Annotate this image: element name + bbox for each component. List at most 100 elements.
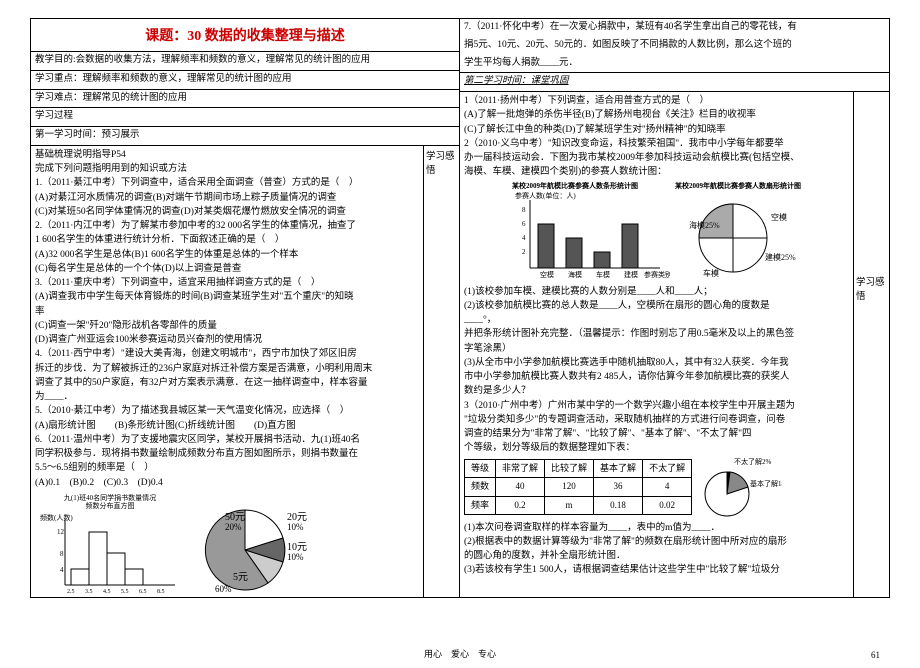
text-line: 为____． [35,390,419,404]
text-line: 1.（2011·綦江中考）下列调查中，适合采用全面调查（普查）方式的是（ ） [35,176,419,190]
svg-text:空模: 空模 [540,270,554,279]
text-line: 4.（2011·西宁中考）"建设大美青海，创建文明城市"，西宁市加快了郊区旧房 [35,347,419,361]
pie-chart-right: 某校2009年航模比赛参赛人数扇形统计图 空模 海模25% 车模 建模2 [673,180,803,285]
text-line: 基础梳理说明指导P54 [35,148,419,162]
left-charts: 九(1)班40名同学捐书数量情况 频数分布直方图 频数(人数) 12 8 4 2… [35,490,419,597]
study-process: 学习过程 [31,108,459,127]
right-charts: 某校2009年航模比赛参赛人数条形统计图 参赛人数(单位：人) 8 6 4 2 … [464,180,849,285]
text-line: 7.（2011·怀化中考）在一次爱心捐款中，某班有40名学生拿出自己的零花钱，有 [460,19,889,37]
left-body: 基础梳理说明指导P54 完成下列问题指明用到的知识或方法 1.（2011·綦江中… [31,146,459,597]
text-line: 捐5元、10元、20元、50元的．如图反映了不同捐款的人数比例，那么这个班的 [460,37,889,55]
table-and-pie: 等级非常了解比较了解基本了解不太了解 频数40120364 频率0.2m0.18… [464,456,849,521]
text-line: 1 600名学生的体重进行统计分析．下面叙述正确的是（ ） [35,233,419,247]
text-line: (C)了解长江中鱼的种类(D)了解某班学生对"扬州精神"的知晓率 [464,123,849,137]
text-line: 办一届科技运动会．下图为我市某校2009年参加科技运动会航模比赛(包括空模、 [464,151,849,165]
svg-text:某校2009年航模比赛参赛人数条形统计图: 某校2009年航模比赛参赛人数条形统计图 [511,181,638,190]
text-line: (A)32 000名学生是总体(B)1 600名学生的体重是总体的一个样本 [35,248,419,262]
svg-text:8.5: 8.5 [157,589,165,595]
right-column: 7.（2011·怀化中考）在一次爱心捐款中，某班有40名学生拿出自己的零花钱，有… [460,19,889,597]
text-line: 并把条形统计图补充完整．（温馨提示：作图时别忘了用0.5毫米及以上的黑色签 [464,327,849,341]
text-line: 3.（2011·重庆中考）下列调查中，适宜采用抽样调查方式的是（ ） [35,276,419,290]
svg-text:3.5: 3.5 [85,589,93,595]
text-line: 同学积极参与．现将捐书数量绘制成频数分布直方图如图所示，则捐书数量在 [35,447,419,461]
right-side-note: 学习感悟 [853,92,889,597]
text-line: 1（2011·扬州中考）下列调查，适合用普查方式的是（ ） [464,94,849,108]
text-line: (C)调查一架"歼20"隐形战机各零部件的质量 [35,319,419,333]
text-line: (1)本次问卷调查取样的样本容量为____，表中的m值为____． [464,521,849,535]
text-line: 市中小学参加航模比赛人数共有2 485人，请你估算今年参加航模比赛的获奖人 [464,370,849,384]
svg-text:基本了解18%: 基本了解18% [750,479,782,488]
lesson-title: 课题：30 数据的收集整理与描述 [31,19,459,52]
svg-text:2: 2 [522,248,526,256]
svg-text:60%: 60% [215,584,232,594]
svg-text:某校2009年航模比赛参赛人数扇形统计图: 某校2009年航模比赛参赛人数扇形统计图 [674,181,801,190]
text-line: 调查了其中的50户家庭，有32户对方案表示满意．在这一抽样调查中，样本容量 [35,376,419,390]
text-line: (A)扇形统计图 (B)条形统计图(C)折线统计图 (D)直方图 [35,419,419,433]
svg-text:参赛类别: 参赛类别 [644,270,670,279]
text-line: 2（2010·义乌中考）"知识改变命运，科技繁荣祖国"．我市中小学每年都要举 [464,137,849,151]
svg-text:4.5: 4.5 [103,589,111,595]
text-line: "垃圾分类知多少"的专题调查活动，采取随机抽样的方式进行问卷调查，问卷 [464,413,849,427]
page-footer: 用心 爱心 专心 61 [0,647,920,660]
study-focus: 学习重点：理解频率和频数的意义，理解常见的统计图的应用 [31,71,459,90]
text-line: 个等级，划分等级后的数据整理如下表： [464,441,849,455]
pie-chart-left: 50元 20% 20元 10% 10元 10% 5元 60% [185,490,325,597]
text-line: 数约是多少人？ [464,384,849,398]
text-line: 2.（2011·内江中考）为了解某市参加中考的32 000名学生的体重情况，抽查… [35,219,419,233]
text-line: (2)该校参加航模比赛的总人数是____人，空模所在扇形的圆心角的度数是 [464,299,849,313]
text-line: (C)对某班50名同学体重情况的调查(D)对某类烟花爆竹燃放安全情况的调查 [35,205,419,219]
svg-text:海模25%: 海模25% [689,220,720,230]
text-line: 的圆心角的度数，并补全扇形统计图． [464,549,849,563]
svg-text:空模: 空模 [771,212,787,222]
left-side-note: 学习感悟 [423,146,459,597]
svg-text:4: 4 [522,234,526,242]
data-table: 等级非常了解比较了解基本了解不太了解 频数40120364 频率0.2m0.18… [464,459,692,516]
hist-sub: 频数分布直方图 [86,501,135,510]
text-line: (A)0.1 (B)0.2 (C)0.3 (D)0.4 [35,476,419,490]
svg-text:车模: 车模 [703,268,719,278]
right-main-content: 1（2011·扬州中考）下列调查，适合用普查方式的是（ ） (A)了解一批炮弹的… [460,92,853,597]
svg-text:车模: 车模 [596,270,610,279]
svg-text:不太了解2%: 不太了解2% [734,457,771,466]
section-2: 第二学习时间：课堂巩固 [460,73,889,92]
svg-text:8: 8 [522,206,526,214]
text-line: 3（2010·广州中考）广州市某中学的一个数学兴趣小组在本校学生中开展主题为 [464,399,849,413]
page-number: 61 [871,650,880,660]
svg-text:10%: 10% [287,522,304,532]
text-line: 5.（2010·綦江中考）为了描述我县城区某一天气温变化情况，应选择（ ） [35,404,419,418]
text-line: 率 [35,305,419,319]
svg-text:4: 4 [60,566,64,574]
text-line: ____°， [464,313,849,327]
page-frame: 课题：30 数据的收集整理与描述 教学目的:会数据的收集方法，理解频率和频数的意… [30,18,890,598]
svg-text:10%: 10% [287,552,304,562]
text-line: (D)调查广州亚运会100米参赛运动员兴奋剂的使用情况 [35,333,419,347]
preview-section: 第一学习时间：预习展示 [31,127,459,146]
svg-text:海模: 海模 [568,270,582,279]
svg-text:8: 8 [60,550,64,558]
svg-text:参赛人数(单位：人): 参赛人数(单位：人) [515,191,576,200]
text-line: (C)每名学生是总体的一个个体(D)以上调查是普查 [35,262,419,276]
left-main-content: 基础梳理说明指导P54 完成下列问题指明用到的知识或方法 1.（2011·綦江中… [31,146,423,597]
svg-text:5.5: 5.5 [121,589,129,595]
svg-text:建模: 建模 [624,270,638,279]
side-label: 学习感悟 [856,274,887,302]
svg-text:6: 6 [522,220,526,228]
text-line: 完成下列问题指明用到的知识或方法 [35,162,419,176]
hist-title: 九(1)班40名同学捐书数量情况 [64,493,156,502]
svg-text:5元: 5元 [233,572,248,583]
side-label: 学习感悟 [426,148,457,176]
text-line: (3)从全市中小学参加航模比赛选手中随机抽取80人，其中有32人获奖．今年我 [464,356,849,370]
text-line: 学生平均每人捐款____元． [460,55,889,74]
text-line: 拆迁的步伐．为了解被拆迁的236户家庭对拆迁补偿方案是否满意，小明利用周末 [35,362,419,376]
text-line: (A)调查我市中学生每天体育锻炼的时间(B)调查某班学生对"五个重庆"的知晓 [35,290,419,304]
histogram-chart: 九(1)班40名同学捐书数量情况 频数分布直方图 频数(人数) 12 8 4 2… [35,490,185,597]
text-line: 海模、车模、建模四个类别)的参赛人数统计图： [464,165,849,179]
text-line: (A)对綦江河水质情况的调查(B)对端午节期间市场上粽子质量情况的调查 [35,191,419,205]
footer-text: 用心 爱心 专心 [0,647,920,660]
svg-text:建模25%: 建模25% [765,252,796,262]
svg-text:2.5: 2.5 [67,589,75,595]
study-hard: 学习难点：理解常见的统计图的应用 [31,90,459,109]
text-line: 5.5～6.5组别的频率是（ ） [35,461,419,475]
text-line: 调查的结果分为"非常了解"、"比较了解"、"基本了解"、"不太了解"四 [464,427,849,441]
right-body: 1（2011·扬州中考）下列调查，适合用普查方式的是（ ） (A)了解一批炮弹的… [460,92,889,597]
